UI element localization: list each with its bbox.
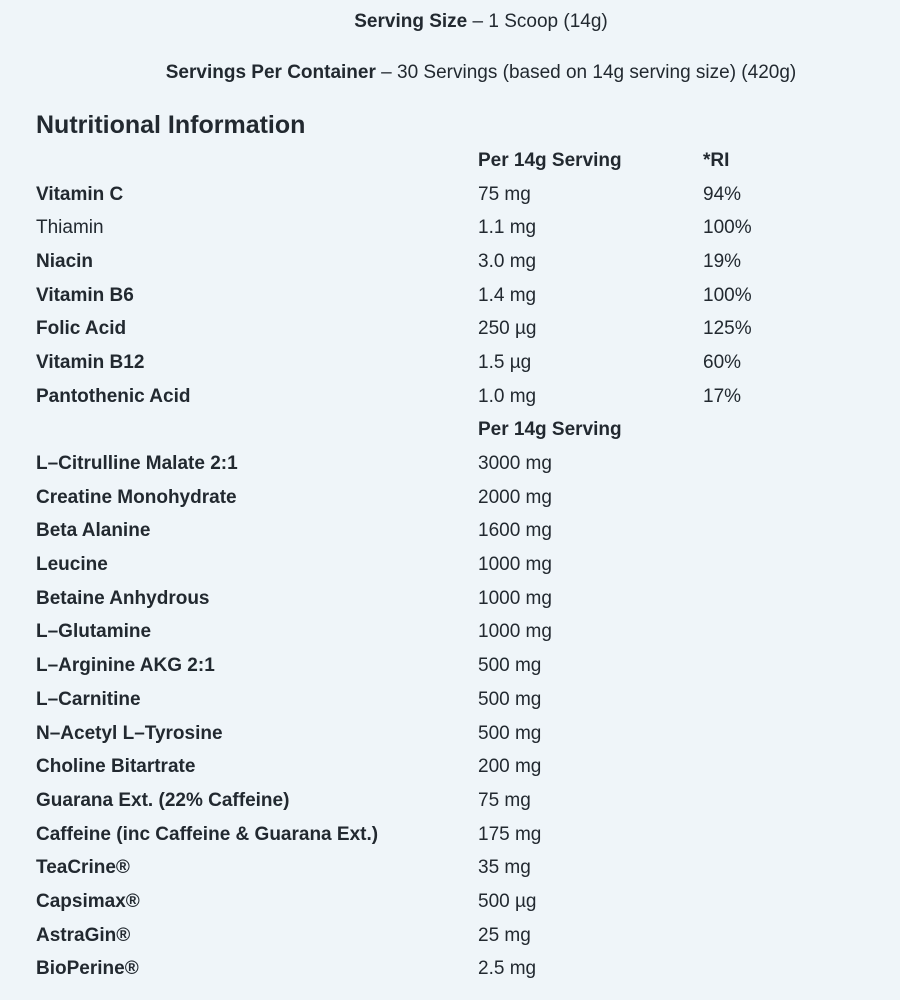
amount-per-serving: 35 mg	[478, 857, 531, 879]
ri-percentage: 17%	[703, 385, 742, 407]
ingredient-name: Thiamin	[36, 217, 104, 239]
table-row: AstraGin® 25 mg	[0, 919, 900, 953]
table-row: Beta Alanine 1600 mg	[0, 515, 900, 549]
table-header-vitamins: Per 14g Serving *RI	[0, 144, 900, 178]
vitamins-section: Vitamin C 75 mg 94% Thiamin 1.1 mg 100% Niacin…	[0, 178, 900, 414]
amount-per-serving: 75 mg	[478, 183, 531, 205]
amount-per-serving: 1.5 µg	[478, 351, 532, 373]
ingredient-name: TeaCrine®	[36, 857, 130, 879]
ri-percentage: 19%	[703, 250, 742, 272]
amount-per-serving: 3000 mg	[478, 453, 552, 475]
table-row: Vitamin C 75 mg 94%	[0, 178, 900, 212]
ingredient-name: Vitamin B6	[36, 284, 134, 306]
page-title: Nutritional Information	[36, 111, 306, 139]
amount-per-serving: 250 µg	[478, 318, 537, 340]
amount-per-serving: 2000 mg	[478, 486, 552, 508]
ingredient-name: Vitamin B12	[36, 351, 145, 373]
table-row: L–Glutamine 1000 mg	[0, 616, 900, 650]
amount-per-serving: 1000 mg	[478, 554, 552, 576]
ingredient-name: AstraGin®	[36, 924, 131, 946]
amount-per-serving: 500 mg	[478, 722, 542, 744]
ri-percentage: 60%	[703, 351, 742, 373]
ingredient-name: Vitamin C	[36, 183, 124, 205]
ingredient-name: Niacin	[36, 250, 94, 272]
amount-per-serving: 1.1 mg	[478, 217, 537, 239]
table-row: N–Acetyl L–Tyrosine 500 mg	[0, 717, 900, 751]
amount-per-serving: 25 mg	[478, 924, 531, 946]
amount-per-serving: 75 mg	[478, 789, 531, 811]
amount-per-serving: 500 mg	[478, 688, 542, 710]
table-row: TeaCrine® 35 mg	[0, 851, 900, 885]
ingredient-name: Leucine	[36, 554, 108, 576]
ingredient-name: BioPerine®	[36, 958, 139, 980]
amount-per-serving: 500 mg	[478, 655, 542, 677]
column-header-per-serving: Per 14g Serving	[478, 149, 622, 171]
ingredient-name: Capsimax®	[36, 890, 140, 912]
ingredient-name: L–Arginine AKG 2:1	[36, 655, 215, 677]
table-row: Niacin 3.0 mg 19%	[0, 245, 900, 279]
servings-per-container-line: Servings Per Container – 30 Servings (ba…	[0, 62, 900, 84]
amount-per-serving: 1.0 mg	[478, 385, 537, 407]
ingredient-name: Guarana Ext. (22% Caffeine)	[36, 789, 290, 811]
ingredient-name: L–Glutamine	[36, 621, 152, 643]
amount-per-serving: 3.0 mg	[478, 250, 537, 272]
amount-per-serving: 1600 mg	[478, 520, 552, 542]
amount-per-serving: 1000 mg	[478, 587, 552, 609]
amount-per-serving: 2.5 mg	[478, 958, 537, 980]
ingredient-name: N–Acetyl L–Tyrosine	[36, 722, 223, 744]
amount-per-serving: 500 µg	[478, 890, 537, 912]
table-header-ingredients: Per 14g Serving	[0, 414, 900, 448]
amount-per-serving: 1.4 mg	[478, 284, 537, 306]
nutrition-table: Per 14g Serving *RI Vitamin C 75 mg 94% Thi…	[0, 144, 900, 986]
ingredient-name: Choline Bitartrate	[36, 756, 196, 778]
table-row: BioPerine® 2.5 mg	[0, 953, 900, 987]
serving-size-label: Serving Size	[354, 11, 468, 32]
servings-per-container-value: – 30 Servings (based on 14g serving size…	[381, 62, 797, 83]
table-row: L–Citrulline Malate 2:1 3000 mg	[0, 447, 900, 481]
table-row: Betaine Anhydrous 1000 mg	[0, 582, 900, 616]
table-row: L–Carnitine 500 mg	[0, 683, 900, 717]
table-row: Vitamin B6 1.4 mg 100%	[0, 279, 900, 313]
table-row: Vitamin B12 1.5 µg 60%	[0, 346, 900, 380]
ingredient-name: Creatine Monohydrate	[36, 486, 237, 508]
ri-percentage: 125%	[703, 318, 752, 340]
column-header-ri: *RI	[703, 149, 730, 171]
table-row: L–Arginine AKG 2:1 500 mg	[0, 649, 900, 683]
ingredients-section: L–Citrulline Malate 2:1 3000 mg Creatine M…	[0, 447, 900, 986]
column-header-per-serving: Per 14g Serving	[478, 419, 622, 441]
ingredient-name: Beta Alanine	[36, 520, 151, 542]
amount-per-serving: 200 mg	[478, 756, 542, 778]
ingredient-name: Caffeine (inc Caffeine & Guarana Ext.)	[36, 823, 379, 845]
ingredient-name: Betaine Anhydrous	[36, 587, 210, 609]
table-row: Capsimax® 500 µg	[0, 885, 900, 919]
table-row: Pantothenic Acid 1.0 mg 17%	[0, 380, 900, 414]
ri-percentage: 100%	[703, 284, 752, 306]
amount-per-serving: 1000 mg	[478, 621, 552, 643]
table-row: Choline Bitartrate 200 mg	[0, 750, 900, 784]
servings-per-container-label: Servings Per Container	[165, 62, 376, 83]
table-row: Caffeine (inc Caffeine & Guarana Ext.) 17…	[0, 818, 900, 852]
table-row: Thiamin 1.1 mg 100%	[0, 211, 900, 245]
ri-percentage: 100%	[703, 217, 752, 239]
ingredient-name: Pantothenic Acid	[36, 385, 191, 407]
ingredient-name: Folic Acid	[36, 318, 127, 340]
table-row: Leucine 1000 mg	[0, 548, 900, 582]
ingredient-name: L–Carnitine	[36, 688, 141, 710]
ri-percentage: 94%	[703, 183, 742, 205]
table-row: Creatine Monohydrate 2000 mg	[0, 481, 900, 515]
ingredient-name: L–Citrulline Malate 2:1	[36, 453, 238, 475]
amount-per-serving: 175 mg	[478, 823, 542, 845]
serving-size-line: Serving Size – 1 Scoop (14g)	[0, 0, 900, 33]
table-row: Guarana Ext. (22% Caffeine) 75 mg	[0, 784, 900, 818]
table-row: Folic Acid 250 µg 125%	[0, 312, 900, 346]
serving-size-value: – 1 Scoop (14g)	[472, 11, 608, 32]
